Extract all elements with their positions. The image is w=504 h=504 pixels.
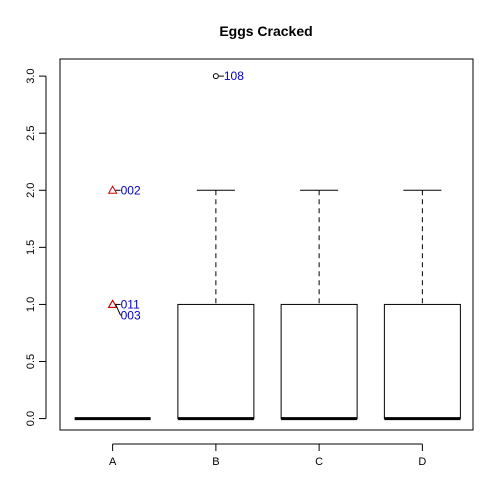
box-C: [280, 189, 358, 421]
x-tick-label: C: [315, 456, 323, 468]
box-iqr: [177, 303, 255, 420]
point-label: 002: [121, 183, 141, 197]
annotation-leader: [115, 304, 122, 316]
triangle-marker: [107, 299, 118, 308]
y-axis: 0.0 0.5 1.0 1.5 2.0 2.5 3.0: [25, 68, 47, 426]
point-label: 108: [224, 69, 244, 83]
box-D: [383, 189, 461, 421]
x-tick-label: B: [212, 456, 219, 468]
triangle-marker: [107, 299, 118, 308]
y-tick-label: 3.0: [25, 68, 37, 83]
y-tick-label: 2.0: [25, 183, 37, 198]
circle-marker: [212, 73, 219, 80]
box-series: [74, 189, 461, 421]
y-tick-label: 2.5: [25, 126, 37, 141]
x-axis: A B C D: [109, 443, 426, 468]
box-B: [177, 189, 255, 421]
point-002: 002: [107, 183, 141, 197]
point-108: 108: [212, 69, 244, 83]
plot-frame: [59, 58, 474, 431]
x-tick-label: D: [418, 456, 426, 468]
x-tick-label: A: [109, 456, 117, 468]
y-tick-label: 1.5: [25, 240, 37, 255]
point-label: 003: [121, 308, 141, 322]
point-003: 003: [107, 299, 141, 322]
chart-title: Eggs Cracked: [219, 23, 312, 39]
y-tick-label: 0.5: [25, 354, 37, 369]
y-tick-label: 0.0: [25, 411, 37, 426]
box-iqr: [280, 303, 358, 420]
box-iqr: [383, 303, 461, 420]
point-label: 011: [121, 297, 140, 311]
y-tick-label: 1.0: [25, 297, 37, 312]
triangle-marker: [107, 185, 118, 194]
